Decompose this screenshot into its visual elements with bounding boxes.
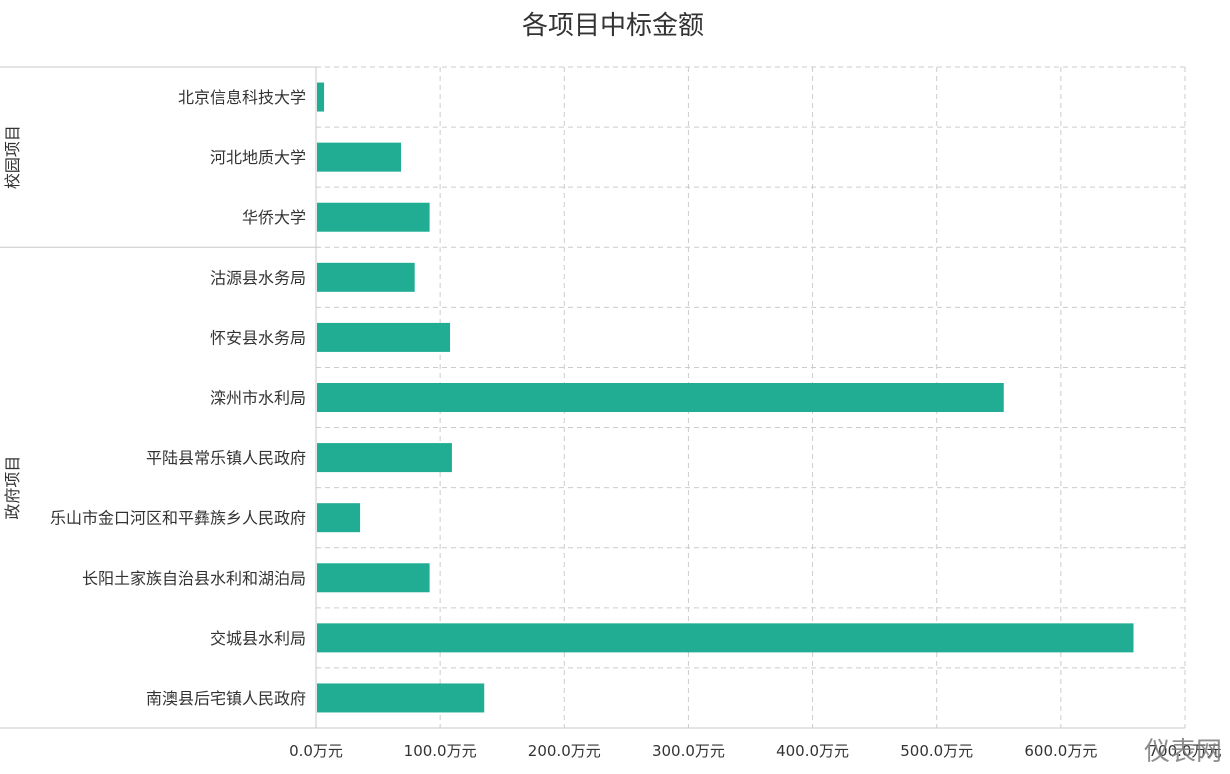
category-label: 长阳土家族自治县水利和湖泊局	[82, 569, 306, 588]
grid	[316, 66, 1186, 728]
x-tick-label: 400.0万元	[776, 742, 849, 760]
bar	[317, 683, 485, 713]
category-label: 沽源县水务局	[210, 268, 306, 287]
x-tick-label: 200.0万元	[528, 742, 601, 760]
watermark-text: 仪表网	[1144, 737, 1222, 767]
axes	[0, 66, 1185, 729]
x-tick-label: 300.0万元	[652, 742, 725, 760]
x-tick-label: 0.0万元	[289, 742, 343, 760]
bar	[317, 262, 415, 292]
bar	[317, 503, 361, 533]
x-tick-label: 600.0万元	[1024, 742, 1097, 760]
category-label: 乐山市金口河区和平彝族乡人民政府	[50, 509, 306, 528]
bar	[317, 563, 430, 593]
category-labels: 北京信息科技大学河北地质大学华侨大学沽源县水务局怀安县水务局滦州市水利局平陆县常…	[50, 88, 306, 708]
chart-title: 各项目中标金额	[522, 11, 704, 41]
bar	[317, 623, 1134, 653]
category-label: 南澳县后宅镇人民政府	[146, 689, 306, 708]
bar	[317, 82, 325, 112]
bar	[317, 142, 402, 172]
x-tick-label: 700.0万元	[1149, 742, 1222, 760]
category-label: 北京信息科技大学	[178, 88, 306, 107]
category-label: 河北地质大学	[210, 148, 306, 167]
x-tick-label: 100.0万元	[404, 742, 477, 760]
x-tick-labels: 0.0万元 100.0万元 200.0万元 300.0万元 400.0万元 500.0万元…	[289, 742, 1221, 760]
bar	[317, 383, 1004, 412]
bar	[317, 202, 430, 232]
category-label: 滦州市水利局	[210, 389, 306, 408]
group-label: 政府项目	[3, 456, 22, 520]
category-label: 怀安县水务局	[210, 328, 306, 347]
x-tick-label: 500.0万元	[900, 742, 973, 760]
group-label: 校园项目	[3, 125, 22, 189]
bar	[317, 443, 452, 473]
category-label: 平陆县常乐镇人民政府	[146, 449, 306, 468]
category-label: 交城县水利局	[210, 629, 306, 648]
bars	[317, 82, 1134, 713]
category-label: 华侨大学	[242, 208, 306, 227]
bar	[317, 322, 451, 352]
